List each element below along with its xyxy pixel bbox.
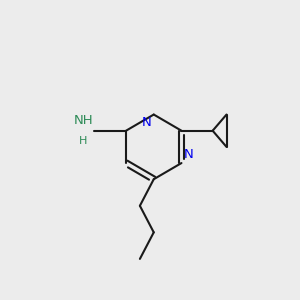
Text: N: N	[142, 116, 152, 129]
Text: H: H	[79, 136, 88, 146]
Text: N: N	[184, 148, 194, 161]
Text: NH: NH	[74, 114, 93, 127]
